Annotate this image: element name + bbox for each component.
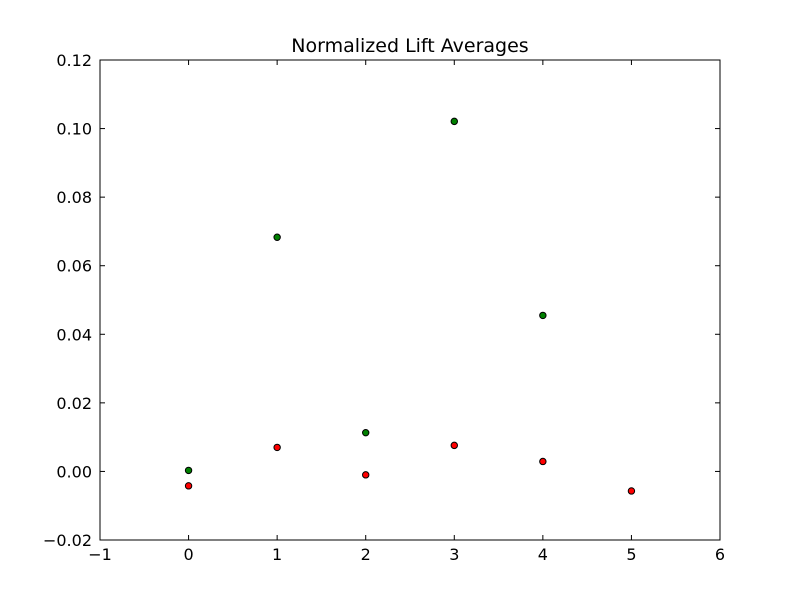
x-tick-label: 6 [715,545,725,564]
scatter-point-series-0 [362,428,370,437]
x-tick-label: 0 [183,545,193,564]
y-tick-label: 0.02 [56,394,92,413]
plot-frame [99,59,721,541]
y-tick-label: 0.06 [56,257,92,276]
scatter-point-series-1 [539,457,547,466]
y-tick-label: 0.10 [56,120,92,139]
scatter-point-series-1 [273,443,281,452]
scatter-point-series-1 [362,471,370,479]
y-tick-label: 0.12 [56,51,92,70]
x-tick-label: −1 [88,545,112,564]
scatter-point-series-1 [184,482,193,490]
scatter-point-series-0 [273,233,281,241]
scatter-point-series-0 [539,311,547,320]
y-tick-label: 0.08 [56,188,92,207]
x-tick-label: 4 [538,545,548,564]
x-tick-label: 5 [626,545,636,564]
x-tick-label: 1 [272,545,282,564]
chart-title: Normalized Lift Averages [291,35,528,57]
axis-ticks: −1 0 1 2 3 4 5 6 −0.02 0.00 0.02 0.04 0.06 0.08 0.10 0.… [43,51,725,564]
data-points [184,117,636,495]
y-tick-label: −0.02 [43,531,92,550]
x-tick-label: 3 [449,545,459,564]
scatter-point-series-1 [627,487,636,495]
scatter-point-series-0 [450,117,458,126]
y-tick-label: 0.00 [56,462,92,481]
x-tick-label: 2 [361,545,371,564]
scatter-point-series-1 [450,441,458,450]
y-tick-label: 0.04 [56,325,92,344]
scatter-point-series-0 [184,466,193,475]
